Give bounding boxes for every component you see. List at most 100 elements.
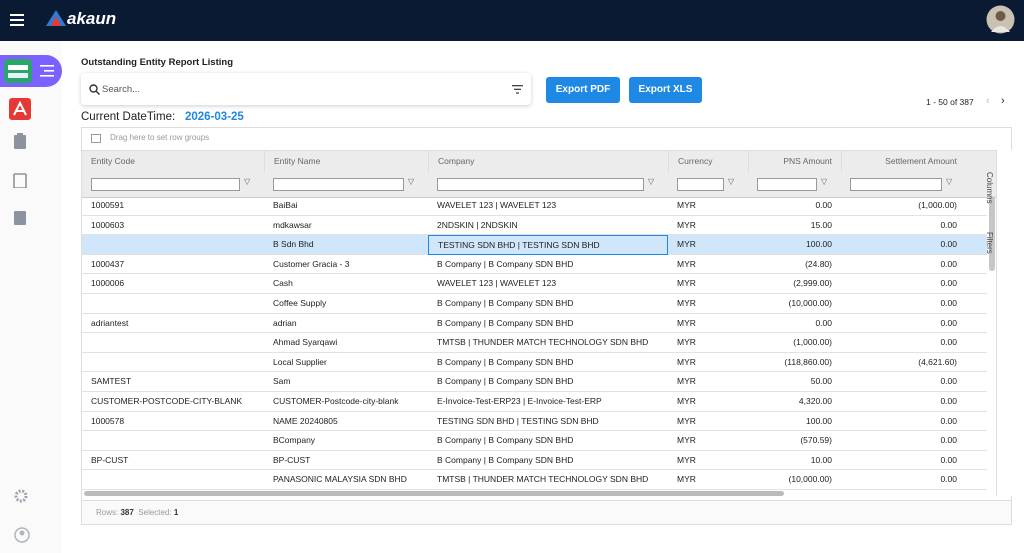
table-cell: 0.00 xyxy=(940,278,957,289)
user-icon[interactable] xyxy=(14,527,30,543)
table-cell: 0.00 xyxy=(940,258,957,269)
prev-page[interactable]: ‹ xyxy=(986,95,990,107)
table-cell: MYR xyxy=(677,200,696,210)
table-cell: BaiBai xyxy=(273,200,298,210)
filter-icon[interactable]: ▽ xyxy=(821,177,828,186)
selected-count: 1 xyxy=(173,508,179,517)
table-cell: (1,000.00) xyxy=(793,337,832,348)
table-row[interactable] xyxy=(82,274,987,294)
table-row[interactable] xyxy=(82,196,987,216)
column-filter[interactable] xyxy=(273,178,404,191)
table-cell: mdkawsar xyxy=(273,219,312,230)
column-header[interactable]: Entity Name xyxy=(264,150,428,172)
page-title: Outstanding Entity Report Listing xyxy=(81,57,233,68)
table-cell: MYR xyxy=(677,396,696,406)
table-cell: 1000006 xyxy=(91,278,125,289)
table-cell: B Company | B Company SDN BHD xyxy=(437,376,574,387)
table-cell: 10.00 xyxy=(810,454,832,465)
top-bar: akaun xyxy=(0,0,1024,41)
column-header[interactable]: Entity Code xyxy=(91,156,135,166)
menu-icon[interactable] xyxy=(10,13,26,27)
filter-icon[interactable]: ▽ xyxy=(648,177,655,186)
table-cell: 1000578 xyxy=(91,415,125,426)
table-cell: B Company | B Company SDN BHD xyxy=(437,356,574,367)
column-filter[interactable] xyxy=(437,178,644,191)
collapse-icon[interactable] xyxy=(40,65,56,77)
column-header[interactable]: Company xyxy=(428,150,668,172)
group-icon xyxy=(91,134,101,143)
filter-icon[interactable]: ▽ xyxy=(946,177,953,186)
table-cell xyxy=(82,431,264,451)
table-cell xyxy=(82,470,264,490)
table-row[interactable] xyxy=(82,353,987,373)
nav-icon[interactable] xyxy=(13,172,27,188)
export-pdf-button[interactable]: Export PDF xyxy=(546,77,620,103)
column-filter[interactable] xyxy=(677,178,724,191)
filter-icon[interactable]: ▽ xyxy=(244,177,251,186)
filter-icon[interactable]: ▽ xyxy=(728,177,735,186)
table-cell: MYR xyxy=(677,258,696,269)
column-header[interactable]: Settlement Amount xyxy=(841,150,966,172)
table-cell: MYR xyxy=(677,356,696,367)
search-placeholder: Search... xyxy=(102,84,141,95)
column-filter[interactable] xyxy=(91,178,240,191)
settings-icon[interactable] xyxy=(14,489,28,503)
pdf-icon[interactable] xyxy=(9,98,31,120)
table-cell: B Company | B Company SDN BHD xyxy=(437,317,574,328)
filter-icon[interactable]: ▽ xyxy=(408,177,415,186)
next-page[interactable]: › xyxy=(1001,95,1005,107)
search-box[interactable]: Search... xyxy=(81,73,531,105)
table-row[interactable] xyxy=(82,216,987,236)
table-cell: adriantest xyxy=(91,317,129,328)
table-row[interactable] xyxy=(82,255,987,275)
nav-icon[interactable] xyxy=(13,133,27,149)
table-row[interactable] xyxy=(82,314,987,334)
app-icon xyxy=(4,59,32,83)
table-cell: 100.00 xyxy=(806,239,832,250)
table-row[interactable] xyxy=(82,333,987,353)
rows-label: Rows: xyxy=(96,508,119,517)
table-cell: MYR xyxy=(677,474,696,485)
table-row[interactable] xyxy=(82,294,987,314)
table-cell: BCompany xyxy=(273,435,316,446)
table-row[interactable] xyxy=(82,431,987,451)
v-scrollbar[interactable] xyxy=(989,196,995,271)
status-bar: Rows: 387 Selected: 1 xyxy=(82,500,1011,524)
side-panel xyxy=(996,150,1012,496)
table-cell: 4,320.00 xyxy=(798,396,832,406)
table-cell: Ahmad Syarqawi xyxy=(273,337,338,348)
table-cell: B Company | B Company SDN BHD xyxy=(437,435,574,446)
table-cell: CUSTOMER-POSTCODE-CITY-BLANK xyxy=(91,396,243,406)
column-header[interactable]: PNS Amount xyxy=(748,150,841,172)
table-row[interactable] xyxy=(82,372,987,392)
table-cell: TMTSB | THUNDER MATCH TECHNOLOGY SDN BHD xyxy=(437,337,649,348)
avatar[interactable] xyxy=(986,5,1015,34)
export-xls-button[interactable]: Export XLS xyxy=(629,77,702,103)
table-cell: MYR xyxy=(677,454,696,465)
nav-icon[interactable] xyxy=(13,209,27,225)
table-row[interactable] xyxy=(82,392,987,412)
table-cell: 0.00 xyxy=(815,317,832,328)
table-row[interactable] xyxy=(82,412,987,432)
table-cell: adrian xyxy=(273,317,297,328)
table-cell: MYR xyxy=(677,376,696,387)
h-scrollbar[interactable] xyxy=(84,491,784,496)
column-filter[interactable] xyxy=(850,178,942,191)
column-header[interactable]: Currency xyxy=(668,150,748,172)
table-cell: 1000437 xyxy=(91,258,125,269)
logo-icon xyxy=(46,10,66,26)
table-cell: TESTING SDN BHD | TESTING SDN BHD xyxy=(428,235,668,255)
column-filter[interactable] xyxy=(757,178,817,191)
table-cell: NAME 20240805 xyxy=(273,415,338,426)
table-cell: 0.00 xyxy=(940,317,957,328)
table-cell xyxy=(82,333,264,353)
table-row[interactable] xyxy=(82,470,987,490)
table-cell: MYR xyxy=(677,415,696,426)
table-cell: (118,860.00) xyxy=(784,356,832,367)
table-row[interactable] xyxy=(82,451,987,471)
filter-icon[interactable] xyxy=(512,85,523,94)
table-cell: B Company | B Company SDN BHD xyxy=(437,454,574,465)
table-cell: 15.00 xyxy=(810,219,832,230)
table-cell: MYR xyxy=(677,239,696,250)
